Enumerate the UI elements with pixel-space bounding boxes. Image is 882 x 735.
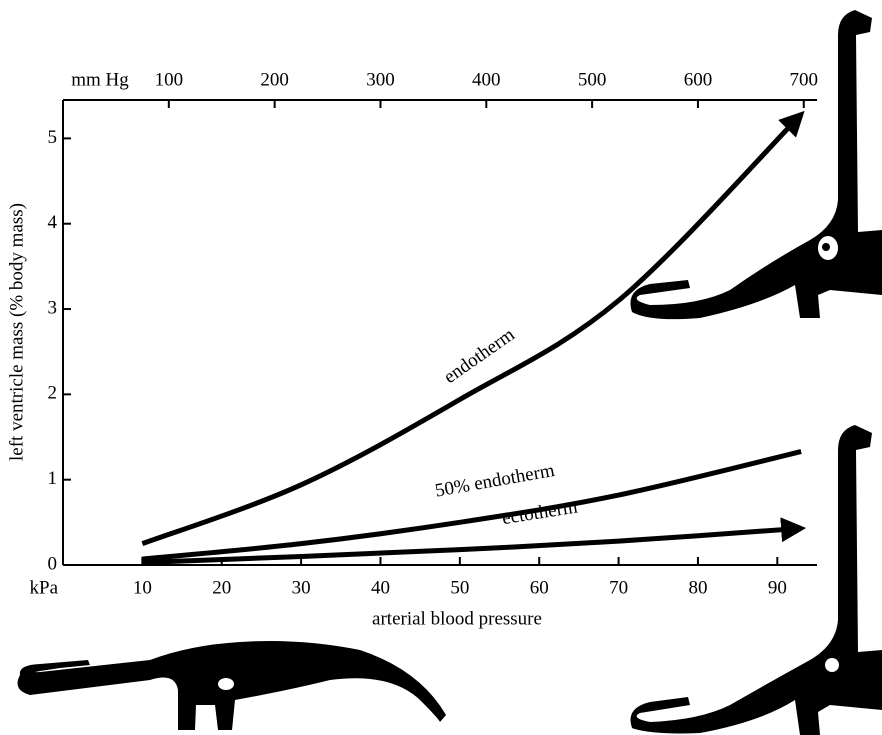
x2-tick-label: 100 — [155, 69, 184, 90]
x-tick-label: 30 — [292, 577, 311, 598]
y-tick-label: 0 — [48, 553, 58, 574]
x-tick-label: 50 — [450, 577, 469, 598]
x-tick-label: 70 — [609, 577, 628, 598]
x2-tick-label: 200 — [260, 69, 289, 90]
x2-tick-label: 400 — [472, 69, 501, 90]
y-tick-label: 2 — [48, 383, 58, 404]
y-axis-label: left ventricle mass (% body mass) — [6, 203, 27, 461]
series-line — [142, 452, 801, 560]
x2-unit: mm Hg — [71, 69, 129, 90]
series-label: endotherm — [440, 324, 519, 388]
x-tick-label: 80 — [688, 577, 707, 598]
chart: kPa mm Hg arterial blood pressure left v… — [0, 0, 882, 735]
x-unit: kPa — [30, 577, 59, 598]
x-tick-label: 40 — [371, 577, 390, 598]
y-tick-label: 4 — [48, 212, 58, 233]
y-tick-label: 3 — [48, 297, 58, 318]
x2-tick-label: 700 — [790, 69, 819, 90]
x-tick-label: 90 — [768, 577, 787, 598]
y-tick-label: 5 — [48, 127, 58, 148]
series-line — [142, 528, 801, 562]
x2-tick-label: 600 — [684, 69, 713, 90]
x-axis-label: arterial blood pressure — [372, 608, 542, 629]
series-label: ectotherm — [501, 497, 580, 530]
x-tick-label: 10 — [133, 577, 152, 598]
x2-tick-label: 300 — [366, 69, 395, 90]
series-label: 50% endotherm — [433, 460, 556, 502]
y-tick-label: 1 — [48, 468, 58, 489]
x-tick-label: 20 — [212, 577, 231, 598]
x-tick-label: 60 — [530, 577, 549, 598]
x2-tick-label: 500 — [578, 69, 607, 90]
